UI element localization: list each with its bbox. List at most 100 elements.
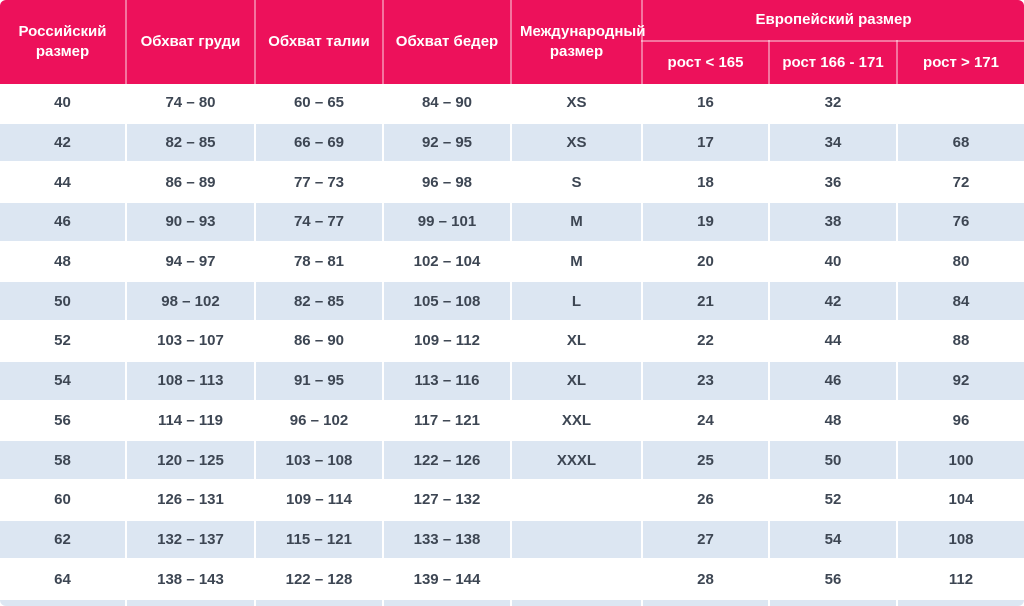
- size-cell: M: [511, 241, 643, 283]
- size-cell: 127 – 132: [383, 479, 512, 521]
- size-cell: [511, 598, 643, 606]
- size-cell: 112: [897, 559, 1024, 600]
- size-cell: 27: [642, 519, 770, 561]
- size-cell: 133 – 138: [383, 519, 512, 561]
- size-cell: 42: [769, 281, 898, 323]
- size-cell: 50: [0, 281, 127, 323]
- size-cell: 86 – 89: [126, 162, 256, 204]
- table-row: 46 90 – 93 74 – 77 99 – 101 M 19 38 76: [0, 202, 1024, 243]
- size-cell: 62: [0, 519, 127, 561]
- size-cell: 60 – 65: [255, 84, 384, 124]
- size-cell: 108: [897, 519, 1024, 561]
- size-cell: 109 – 114: [255, 479, 384, 521]
- header-russian-size: Российский размер: [0, 0, 127, 84]
- size-cell: 139 – 144: [383, 559, 512, 600]
- size-cell: 129 – 134: [255, 598, 384, 606]
- size-cell: 96 – 98: [383, 162, 512, 204]
- size-cell: 94 – 97: [126, 241, 256, 283]
- size-cell: 34: [769, 122, 898, 164]
- size-cell: 26: [642, 479, 770, 521]
- size-cell: 78 – 81: [255, 241, 384, 283]
- size-cell: 44: [0, 162, 127, 204]
- size-cell: [897, 84, 1024, 124]
- table-row: 62 132 – 137 115 – 121 133 – 138 27 54 108: [0, 519, 1024, 561]
- size-cell: 46: [0, 202, 127, 243]
- size-cell: 19: [642, 202, 770, 243]
- size-cell: 50: [769, 440, 898, 481]
- size-cell: 54: [0, 360, 127, 402]
- size-cell: 77 – 73: [255, 162, 384, 204]
- size-cell: 76: [897, 202, 1024, 243]
- size-cell: 102 – 104: [383, 241, 512, 283]
- table-row: 52 103 – 107 86 – 90 109 – 112 XL 22 44 88: [0, 321, 1024, 362]
- size-cell: 17: [642, 122, 770, 164]
- size-cell: 56: [769, 559, 898, 600]
- header-height-lt-165: рост < 165: [642, 41, 770, 84]
- size-cell: 91 – 95: [255, 360, 384, 402]
- table-row: 50 98 – 102 82 – 85 105 – 108 L 21 42 84: [0, 281, 1024, 323]
- size-cell: 22: [642, 321, 770, 362]
- size-cell: 40: [0, 84, 127, 124]
- header-international-size: Международный размер: [511, 0, 645, 84]
- size-cell: XS: [511, 84, 643, 124]
- size-cell: 54: [769, 519, 898, 561]
- header-european-size-group: Европейский размер: [642, 0, 1024, 42]
- header-height-gt-171: рост > 171: [897, 41, 1024, 84]
- size-cell: [511, 479, 643, 521]
- size-cell: 38: [769, 202, 898, 243]
- size-cell: 99 – 101: [383, 202, 512, 243]
- table-row: 44 86 – 89 77 – 73 96 – 98 S 18 36 72: [0, 162, 1024, 204]
- size-cell: 48: [0, 241, 127, 283]
- table-row: 54 108 – 113 91 – 95 113 – 116 XL 23 46 92: [0, 360, 1024, 402]
- size-cell: XXL: [511, 400, 643, 442]
- size-cell: [511, 559, 643, 600]
- size-cell: 144 – 149: [126, 598, 256, 606]
- size-cell: L: [511, 281, 643, 323]
- header-hips: Обхват бедер: [383, 0, 512, 84]
- size-cell: 80: [897, 241, 1024, 283]
- size-cell: 74 – 80: [126, 84, 256, 124]
- size-cell: 29: [642, 598, 770, 606]
- size-cell: 132 – 137: [126, 519, 256, 561]
- size-cell: 115 – 121: [255, 519, 384, 561]
- size-cell: XS: [511, 122, 643, 164]
- size-cell: 36: [769, 162, 898, 204]
- size-cell: 84: [897, 281, 1024, 323]
- size-cell: 88: [897, 321, 1024, 362]
- table-row: 48 94 – 97 78 – 81 102 – 104 M 20 40 80: [0, 241, 1024, 283]
- table-row: 66144 – 149129 – 134145 – 150 2958116: [0, 598, 1024, 606]
- size-cell: 145 – 150: [383, 598, 512, 606]
- size-cell: 86 – 90: [255, 321, 384, 362]
- size-cell: 66 – 69: [255, 122, 384, 164]
- size-cell: S: [511, 162, 643, 204]
- size-cell: 20: [642, 241, 770, 283]
- size-cell: 100: [897, 440, 1024, 481]
- table-row: 58 120 – 125 103 – 108 122 – 126 XXXL 25 50 100: [0, 440, 1024, 481]
- size-cell: 117 – 121: [383, 400, 512, 442]
- size-cell: 23: [642, 360, 770, 402]
- size-cell: 72: [897, 162, 1024, 204]
- table-header: Российский размер Обхват груди Обхват та…: [0, 0, 1024, 84]
- size-cell: 103 – 108: [255, 440, 384, 481]
- size-cell: 52: [0, 321, 127, 362]
- table-row: 42 82 – 85 66 – 69 92 – 95 XS 17 34 68: [0, 122, 1024, 164]
- table-body: 40 74 – 80 60 – 65 84 – 90 XS 16 32 42 82 – 85 66…: [0, 84, 1024, 606]
- size-cell: 109 – 112: [383, 321, 512, 362]
- size-cell: 58: [769, 598, 898, 606]
- size-cell: 105 – 108: [383, 281, 512, 323]
- size-cell: 64: [0, 559, 127, 600]
- size-cell: 28: [642, 559, 770, 600]
- size-cell: 44: [769, 321, 898, 362]
- size-cell: 98 – 102: [126, 281, 256, 323]
- header-waist: Обхват талии: [255, 0, 384, 84]
- size-cell: 16: [642, 84, 770, 124]
- size-cell: 84 – 90: [383, 84, 512, 124]
- header-chest: Обхват груди: [126, 0, 256, 84]
- table-row: 56 114 – 119 96 – 102 117 – 121 XXL 24 48 96: [0, 400, 1024, 442]
- size-cell: 116: [897, 598, 1024, 606]
- size-cell: 52: [769, 479, 898, 521]
- size-cell: 40: [769, 241, 898, 283]
- size-cell: 60: [0, 479, 127, 521]
